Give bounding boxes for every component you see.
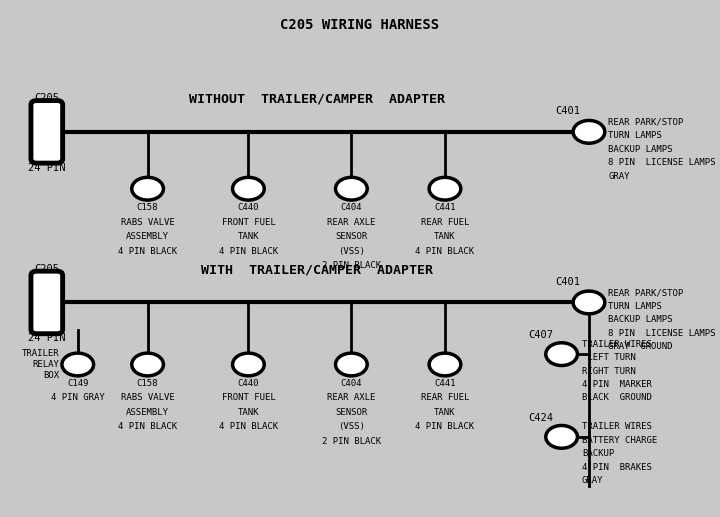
Text: ASSEMBLY: ASSEMBLY	[126, 232, 169, 241]
Text: WITHOUT  TRAILER/CAMPER  ADAPTER: WITHOUT TRAILER/CAMPER ADAPTER	[189, 93, 445, 106]
Text: C205: C205	[35, 264, 59, 274]
Circle shape	[573, 291, 605, 314]
Circle shape	[132, 177, 163, 200]
Text: BLACK  GROUND: BLACK GROUND	[582, 393, 652, 402]
Text: FRONT FUEL: FRONT FUEL	[222, 393, 275, 402]
Text: 8 PIN  LICENSE LAMPS: 8 PIN LICENSE LAMPS	[608, 158, 716, 167]
Text: C149: C149	[67, 379, 89, 388]
Text: GRAY: GRAY	[582, 476, 603, 485]
Text: C404: C404	[341, 379, 362, 388]
Text: SENSOR: SENSOR	[336, 408, 367, 417]
FancyBboxPatch shape	[31, 271, 63, 334]
Text: 24 PIN: 24 PIN	[28, 163, 66, 173]
Text: TRAILER WIRES: TRAILER WIRES	[582, 422, 652, 431]
FancyBboxPatch shape	[31, 100, 63, 163]
Text: REAR FUEL: REAR FUEL	[420, 393, 469, 402]
Text: BACKUP LAMPS: BACKUP LAMPS	[608, 315, 673, 324]
Text: LEFT TURN: LEFT TURN	[582, 353, 636, 362]
Circle shape	[233, 177, 264, 200]
Text: C424: C424	[528, 413, 553, 423]
Text: C401: C401	[555, 107, 580, 116]
Circle shape	[233, 353, 264, 376]
Circle shape	[429, 177, 461, 200]
Text: TRAILER
RELAY
BOX: TRAILER RELAY BOX	[22, 349, 59, 380]
Text: 24 PIN: 24 PIN	[28, 333, 66, 343]
Text: 2 PIN BLACK: 2 PIN BLACK	[322, 437, 381, 446]
Circle shape	[132, 353, 163, 376]
Text: REAR PARK/STOP: REAR PARK/STOP	[608, 288, 684, 297]
Text: C158: C158	[137, 203, 158, 212]
Text: BACKUP LAMPS: BACKUP LAMPS	[608, 145, 673, 154]
Text: TURN LAMPS: TURN LAMPS	[608, 131, 662, 140]
Text: C158: C158	[137, 379, 158, 388]
Circle shape	[336, 353, 367, 376]
Circle shape	[429, 353, 461, 376]
Text: (VSS): (VSS)	[338, 422, 365, 431]
Text: TANK: TANK	[238, 232, 259, 241]
Circle shape	[62, 353, 94, 376]
Text: 4 PIN BLACK: 4 PIN BLACK	[415, 247, 474, 255]
Text: (VSS): (VSS)	[338, 247, 365, 255]
Circle shape	[336, 177, 367, 200]
Text: GRAY: GRAY	[608, 172, 630, 180]
Text: C407: C407	[528, 330, 553, 340]
Text: BATTERY CHARGE: BATTERY CHARGE	[582, 436, 657, 445]
Text: TANK: TANK	[434, 408, 456, 417]
Text: RIGHT TURN: RIGHT TURN	[582, 367, 636, 375]
Circle shape	[546, 425, 577, 448]
Text: FRONT FUEL: FRONT FUEL	[222, 218, 275, 226]
Text: 4 PIN BLACK: 4 PIN BLACK	[415, 422, 474, 431]
Text: REAR FUEL: REAR FUEL	[420, 218, 469, 226]
Text: C404: C404	[341, 203, 362, 212]
Text: 4 PIN GRAY: 4 PIN GRAY	[51, 393, 104, 402]
Text: 4 PIN  MARKER: 4 PIN MARKER	[582, 380, 652, 389]
Text: TANK: TANK	[238, 408, 259, 417]
Text: SENSOR: SENSOR	[336, 232, 367, 241]
Text: 4 PIN BLACK: 4 PIN BLACK	[219, 247, 278, 255]
Text: REAR PARK/STOP: REAR PARK/STOP	[608, 118, 684, 127]
Text: WITH  TRAILER/CAMPER  ADAPTER: WITH TRAILER/CAMPER ADAPTER	[201, 264, 433, 277]
Text: 4 PIN BLACK: 4 PIN BLACK	[118, 247, 177, 255]
Text: C441: C441	[434, 379, 456, 388]
Text: RABS VALVE: RABS VALVE	[121, 393, 174, 402]
Text: ASSEMBLY: ASSEMBLY	[126, 408, 169, 417]
Circle shape	[573, 120, 605, 143]
Text: REAR AXLE: REAR AXLE	[327, 218, 376, 226]
Text: 4 PIN BLACK: 4 PIN BLACK	[118, 422, 177, 431]
Text: C440: C440	[238, 203, 259, 212]
Text: 4 PIN  BRAKES: 4 PIN BRAKES	[582, 463, 652, 472]
Text: REAR AXLE: REAR AXLE	[327, 393, 376, 402]
Text: RABS VALVE: RABS VALVE	[121, 218, 174, 226]
Text: C205: C205	[35, 94, 59, 103]
Text: C441: C441	[434, 203, 456, 212]
Text: TURN LAMPS: TURN LAMPS	[608, 302, 662, 311]
Circle shape	[546, 343, 577, 366]
Text: C440: C440	[238, 379, 259, 388]
Text: 4 PIN BLACK: 4 PIN BLACK	[219, 422, 278, 431]
Text: TANK: TANK	[434, 232, 456, 241]
Text: C205 WIRING HARNESS: C205 WIRING HARNESS	[280, 18, 440, 32]
Text: 2 PIN BLACK: 2 PIN BLACK	[322, 261, 381, 270]
Text: BACKUP: BACKUP	[582, 449, 614, 458]
Text: TRAILER WIRES: TRAILER WIRES	[582, 340, 652, 348]
Text: 8 PIN  LICENSE LAMPS: 8 PIN LICENSE LAMPS	[608, 329, 716, 338]
Text: GRAY  GROUND: GRAY GROUND	[608, 342, 673, 351]
Text: C401: C401	[555, 277, 580, 287]
